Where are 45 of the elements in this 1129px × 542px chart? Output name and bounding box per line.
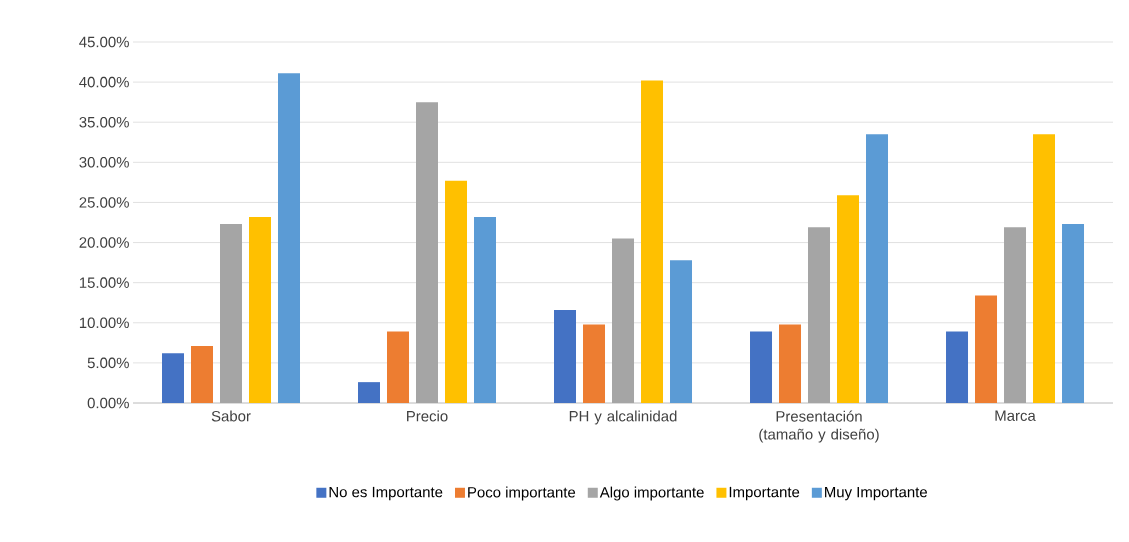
bar	[779, 324, 802, 403]
bar	[837, 195, 860, 403]
bar	[1033, 134, 1056, 403]
bar	[1062, 224, 1085, 403]
x-tick-label: Marca	[995, 410, 1036, 421]
x-tick-label: Sabor	[211, 410, 251, 422]
x-tick-label: PH y alcalinidad	[569, 410, 677, 425]
bar	[416, 102, 438, 403]
y-tick-label: 15.00%	[79, 277, 129, 288]
bar	[946, 331, 969, 403]
y-tick-label: 25.00%	[79, 197, 129, 208]
bar	[641, 80, 664, 403]
x-tick-label: Presentación (tamaño y diseño)	[759, 410, 879, 443]
legend-label: Importante	[729, 486, 800, 501]
legend-label: Poco importante	[468, 486, 576, 501]
bar	[583, 324, 606, 403]
bar	[808, 227, 831, 403]
legend-label: No es Importante	[329, 486, 443, 501]
y-tick-label: 5.00%	[87, 357, 129, 369]
y-tick-label: 30.00%	[79, 157, 129, 168]
y-tick-label: 40.00%	[79, 76, 129, 88]
bar	[220, 224, 242, 403]
y-tick-label: 35.00%	[79, 116, 129, 128]
bar	[866, 134, 889, 403]
bar	[278, 73, 300, 403]
bar	[474, 216, 496, 403]
legend-label: Algo importante	[599, 486, 704, 501]
bar	[975, 295, 998, 403]
bar	[612, 238, 635, 403]
bar	[750, 331, 773, 403]
bar	[358, 382, 380, 403]
bar	[191, 346, 213, 403]
y-tick-label: 45.00%	[79, 36, 129, 48]
y-tick-label: 20.00%	[79, 237, 129, 248]
bar	[445, 180, 467, 403]
bar	[387, 331, 409, 403]
x-tick-label: Precio	[407, 410, 448, 422]
legend-label: Muy Importante	[825, 486, 927, 501]
y-tick-label: 0.00%	[87, 397, 129, 409]
bar	[1004, 227, 1027, 403]
y-tick-label: 10.00%	[79, 317, 129, 329]
bar	[249, 216, 271, 403]
bar	[162, 353, 184, 403]
bar	[554, 309, 576, 403]
bar	[670, 260, 693, 403]
